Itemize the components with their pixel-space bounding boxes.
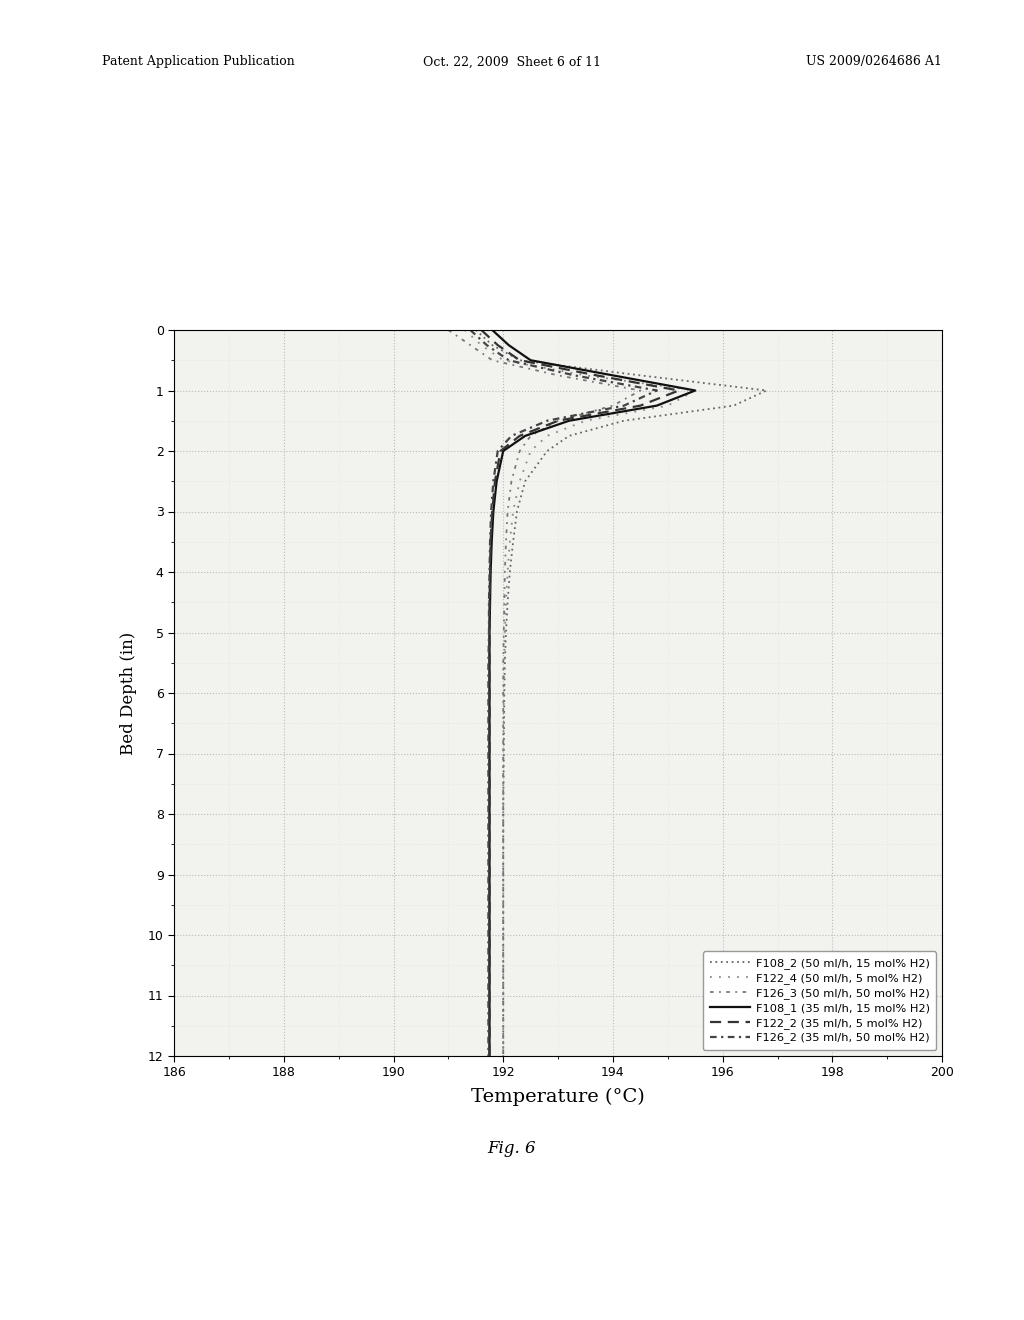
- Text: Patent Application Publication: Patent Application Publication: [102, 55, 295, 69]
- X-axis label: Temperature (°C): Temperature (°C): [471, 1088, 645, 1106]
- Y-axis label: Bed Depth (in): Bed Depth (in): [120, 631, 136, 755]
- Text: US 2009/0264686 A1: US 2009/0264686 A1: [806, 55, 942, 69]
- Legend: F108_2 (50 ml/h, 15 mol% H2), F122_4 (50 ml/h, 5 mol% H2), F126_3 (50 ml/h, 50 m: F108_2 (50 ml/h, 15 mol% H2), F122_4 (50…: [703, 952, 936, 1051]
- Text: Fig. 6: Fig. 6: [487, 1140, 537, 1156]
- Text: Oct. 22, 2009  Sheet 6 of 11: Oct. 22, 2009 Sheet 6 of 11: [423, 55, 601, 69]
